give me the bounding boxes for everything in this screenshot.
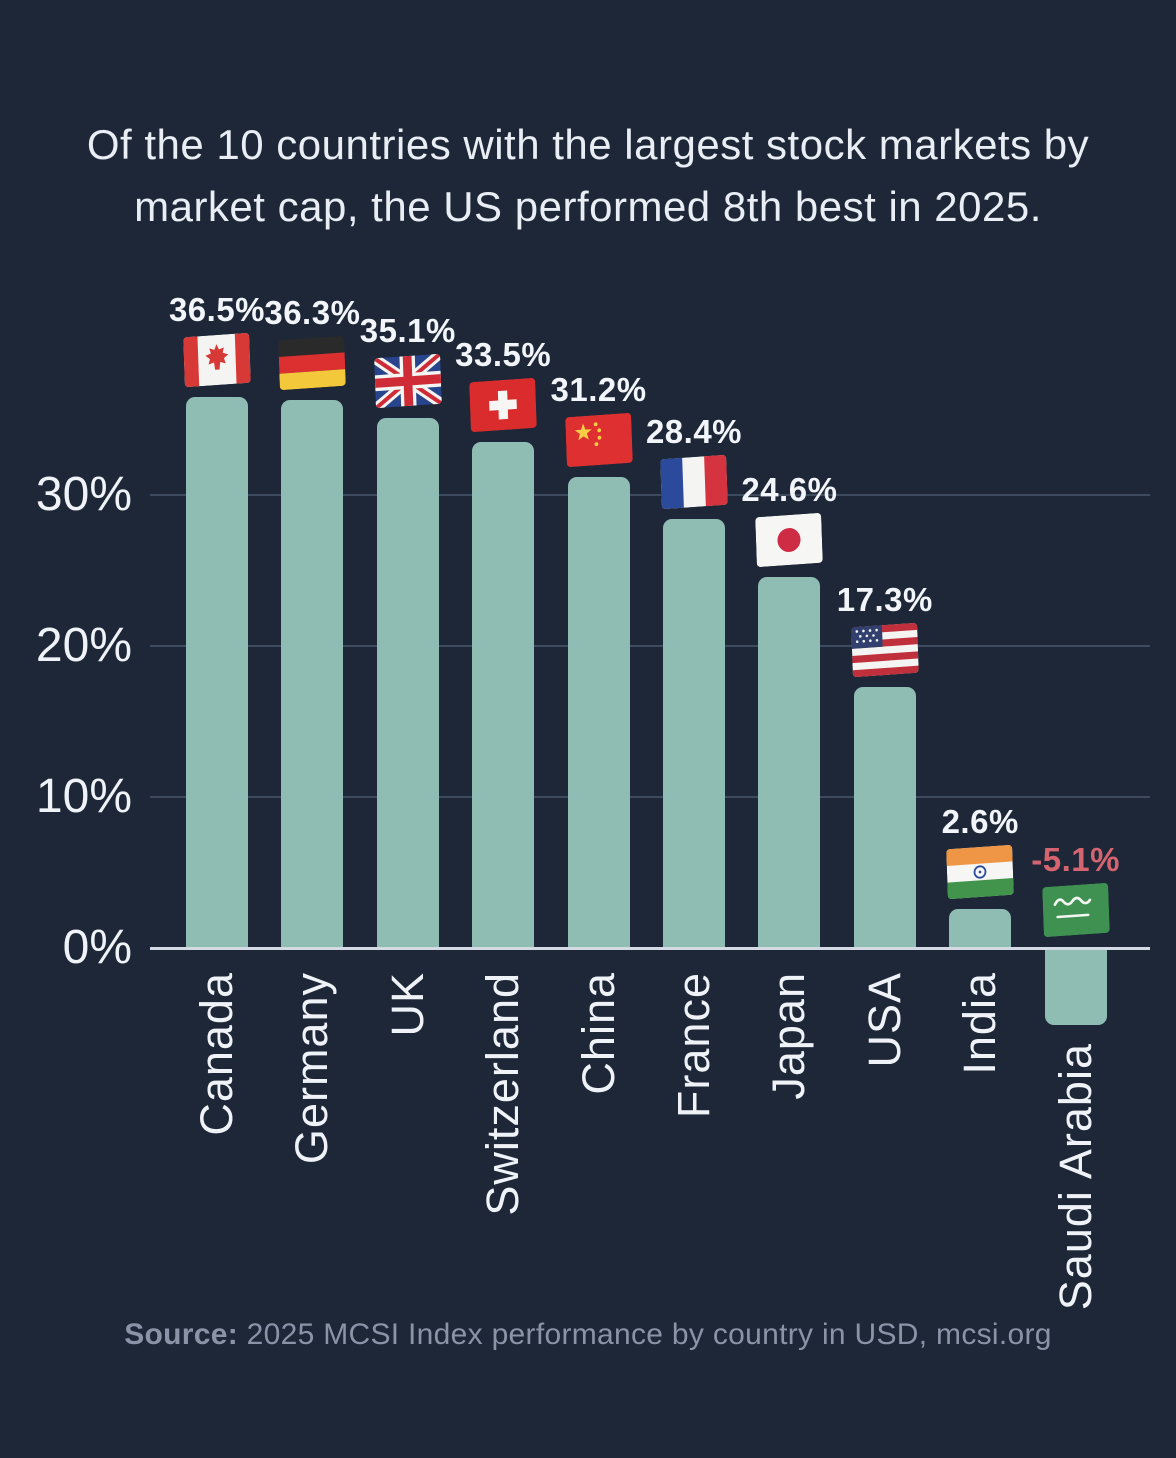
y-tick-20: 20% — [35, 619, 132, 672]
x-label-switzerland: Switzerland — [477, 972, 529, 1216]
bar-germany — [281, 399, 344, 948]
bar-switzerland — [472, 442, 535, 948]
gridline-0 — [150, 946, 1150, 950]
uk-flag-icon — [373, 353, 442, 409]
source-label: Source: — [124, 1318, 238, 1351]
value-label-japan: 24.6% — [741, 470, 838, 508]
gridline-20 — [150, 645, 1150, 647]
switzerland-flag-icon — [469, 377, 537, 433]
value-label-uk: 35.1% — [359, 311, 456, 349]
chart-title: Of the 10 countries with the largest sto… — [48, 114, 1128, 238]
value-label-germany: 36.3% — [264, 293, 361, 331]
value-label-france: 28.4% — [645, 413, 743, 451]
x-label-france: France — [668, 972, 719, 1119]
source-note: Source: 2025 MCSI Index performance by c… — [0, 1318, 1176, 1352]
chart-title-line-1: Of the 10 countries with the largest sto… — [86, 121, 1090, 168]
x-label-usa: USA — [858, 972, 910, 1068]
value-label-india: 2.6% — [941, 802, 1019, 840]
x-label-china: China — [572, 972, 624, 1095]
bar-usa — [853, 686, 916, 948]
x-label-uk: UK — [381, 972, 433, 1037]
y-tick-10: 10% — [35, 770, 132, 823]
saudi-arabia-flag-icon — [1041, 882, 1110, 938]
value-label-canada: 36.5% — [168, 290, 266, 328]
value-label-switzerland: 33.5% — [455, 336, 552, 374]
gridline-10 — [150, 796, 1150, 798]
bar-uk — [376, 417, 439, 948]
canada-flag-icon — [183, 332, 251, 388]
usa-flag-icon — [850, 622, 919, 678]
source-text: 2025 MCSI Index performance by country i… — [238, 1318, 1052, 1351]
japan-flag-icon — [755, 512, 824, 567]
bar-france — [663, 519, 725, 948]
y-tick-30: 30% — [35, 468, 132, 521]
x-label-saudi-arabia: Saudi Arabia — [1049, 1043, 1101, 1311]
x-label-india: India — [954, 972, 1006, 1075]
value-label-usa: 17.3% — [836, 580, 933, 618]
chart-title-line-2: market cap, the US performed 8th best in… — [134, 183, 1042, 230]
x-label-japan: Japan — [763, 972, 815, 1100]
gridline-30 — [150, 494, 1150, 496]
value-label-saudi-arabia: -5.1% — [1031, 841, 1120, 878]
bar-canada — [186, 396, 248, 948]
value-label-china: 31.2% — [550, 370, 647, 408]
bar-saudi-arabia — [1044, 948, 1107, 1025]
bar-japan — [758, 576, 821, 948]
china-flag-icon — [564, 412, 633, 468]
germany-flag-icon — [278, 335, 347, 391]
bar-china — [567, 476, 630, 948]
france-flag-icon — [660, 454, 728, 510]
y-tick-0: 0% — [62, 921, 132, 974]
x-label-canada: Canada — [191, 972, 242, 1136]
india-flag-icon — [946, 844, 1014, 900]
bar-india — [949, 908, 1012, 948]
x-label-germany: Germany — [286, 972, 338, 1165]
